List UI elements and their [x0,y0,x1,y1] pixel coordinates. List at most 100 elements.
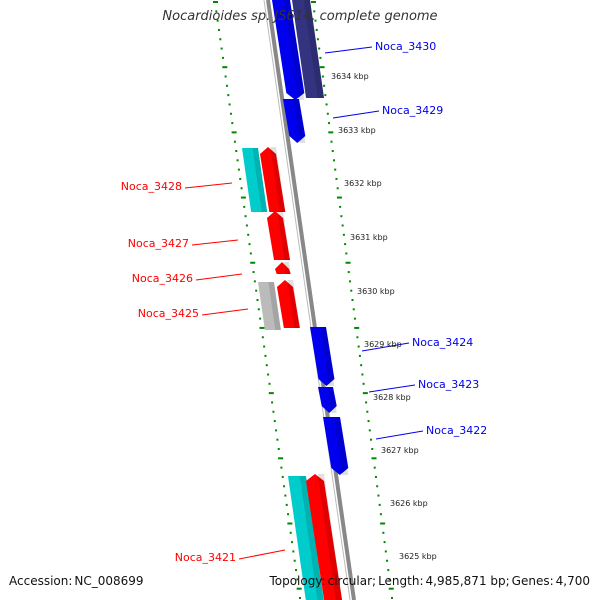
inner-ruler-tick [291,541,294,544]
leader-line-noca-3425 [201,308,249,316]
inner-ruler-tick [224,75,227,78]
inner-ruler-tick [296,578,299,581]
outer-ruler-tick [342,233,345,236]
inner-ruler-tick [249,252,252,255]
feature-arrow-noca-3422 [323,417,349,475]
feature-bar-noca-3421-gene [288,476,324,600]
inner-ruler-tick [244,215,247,218]
outer-ruler-tick [380,522,386,525]
feature-label-noca-3422: Noca_3422 [426,424,487,437]
feature-labels-group: Noca_3430 Noca_3429 Noca_3428 Noca_3427 Noca… [121,40,488,564]
inner-ruler-tick [292,550,295,553]
feature-arrows-group [242,0,349,600]
inner-ruler-tick [293,559,296,562]
leader-line-noca-3427 [191,239,239,246]
outer-ruler-tick [332,159,335,162]
inner-ruler-tick [229,112,232,115]
inner-ruler-tick [255,289,258,292]
dotted-ruler-group [213,1,394,599]
inner-ruler-tick [237,168,240,171]
outer-ruler-tick [378,503,381,506]
inner-ruler-tick [271,401,274,404]
outer-ruler-tick [345,252,348,255]
feature-arrow-noca-3428-shade [270,147,286,212]
outer-ruler-tick [319,66,325,69]
feature-label-noca-3428: Noca_3428 [121,180,182,193]
inner-ruler-tick [278,457,284,460]
feature-arrow-noca-3430 [272,0,305,100]
inner-ruler-tick [228,103,231,106]
inner-ruler-tick [268,392,274,395]
inner-ruler-tick [227,94,230,97]
outer-ruler-tick [349,280,352,283]
feature-label-noca-3426: Noca_3426 [132,272,193,285]
inner-ruler-tick [268,382,271,385]
feature-arrow-noca-3423 [318,387,337,413]
feature-bar-noca-3421-gene-shade [299,476,324,600]
inner-ruler-tick [283,485,286,488]
outer-ruler-tick [324,94,327,97]
outer-ruler-tick [316,38,319,41]
backbone-group [263,0,356,600]
backbone-line [266,0,356,600]
inner-ruler-tick [267,373,270,376]
outer-ruler-tick [391,597,393,599]
leader-line-noca-3424 [361,342,410,352]
scale-tick-label: 3628 kbp [373,393,411,402]
outer-ruler-tick [328,131,334,134]
label-leader-lines [184,46,424,560]
inner-ruler-tick [233,140,236,143]
outer-ruler-tick [321,75,324,78]
feature-arrow-noca-3421-shade [317,474,343,600]
feature-arrow-noca-3424-shade [320,327,335,386]
inner-ruler-tick [252,271,255,274]
outer-ruler-tick [387,569,390,572]
topology-label: Topology: [269,574,326,588]
scale-tick-labels-group: 3634 kbp 3633 kbp 3632 kbp 3631 kbp 3630 kbp… [331,72,437,561]
feature-arrow-noca-3426 [275,262,291,274]
outer-ruler-tick [345,261,351,264]
inner-ruler-tick [287,513,290,516]
outer-ruler-tick [357,345,360,348]
feature-arrow-noca-3425-shade [287,280,300,328]
leader-line-noca-3430 [324,46,373,54]
feature-label-noca-3424: Noca_3424 [412,336,473,349]
outer-ruler-tick [336,187,339,190]
leader-line-noca-3428 [184,182,233,189]
outer-ruler-tick [376,485,379,488]
feature-label-noca-3425: Noca_3425 [138,307,199,320]
inner-ruler-tick [265,364,268,367]
inner-ruler-tick [225,84,228,87]
inner-ruler-tick [275,429,278,432]
feature-arrow-noca-3423-shade [327,387,337,413]
outer-ruler-tick [339,205,342,208]
outer-ruler-tick [384,550,387,553]
feature-arrow-noca-3428 [260,147,286,212]
inner-ruler-tick [264,354,267,357]
inner-ruler-tick [243,205,246,208]
outer-ruler-tick [377,494,380,497]
outer-ruler-tick [360,364,363,367]
scale-tick-label: 3629 kbp [364,340,402,349]
inner-ruler-tick [296,587,302,590]
inner-ruler-tick [217,28,220,31]
outer-ruler-tick [352,308,355,311]
inner-ruler-tick [222,66,228,69]
feature-bar-noca-3428-gene-shade [252,148,268,212]
leader-line-noca-3422 [375,430,424,440]
backbone-edge [263,0,351,600]
inner-ruler-tick [220,47,223,50]
outer-ruler-tick [354,326,360,329]
inner-ruler-tick [216,19,219,22]
outer-ruler-tick [314,19,317,22]
leader-line-noca-3421 [238,549,286,560]
inner-ruler-tick [257,308,260,311]
inner-ruler-tick [276,438,279,441]
outer-ruler-tick [382,531,385,534]
feature-label-noca-3430: Noca_3430 [375,40,436,53]
feature-bar-noca-3425-misc-shade [268,282,281,330]
inner-ruler-tick [245,224,248,227]
feature-arrow-noca-3422-shade [334,417,349,475]
outer-ruler-tick [341,224,344,227]
